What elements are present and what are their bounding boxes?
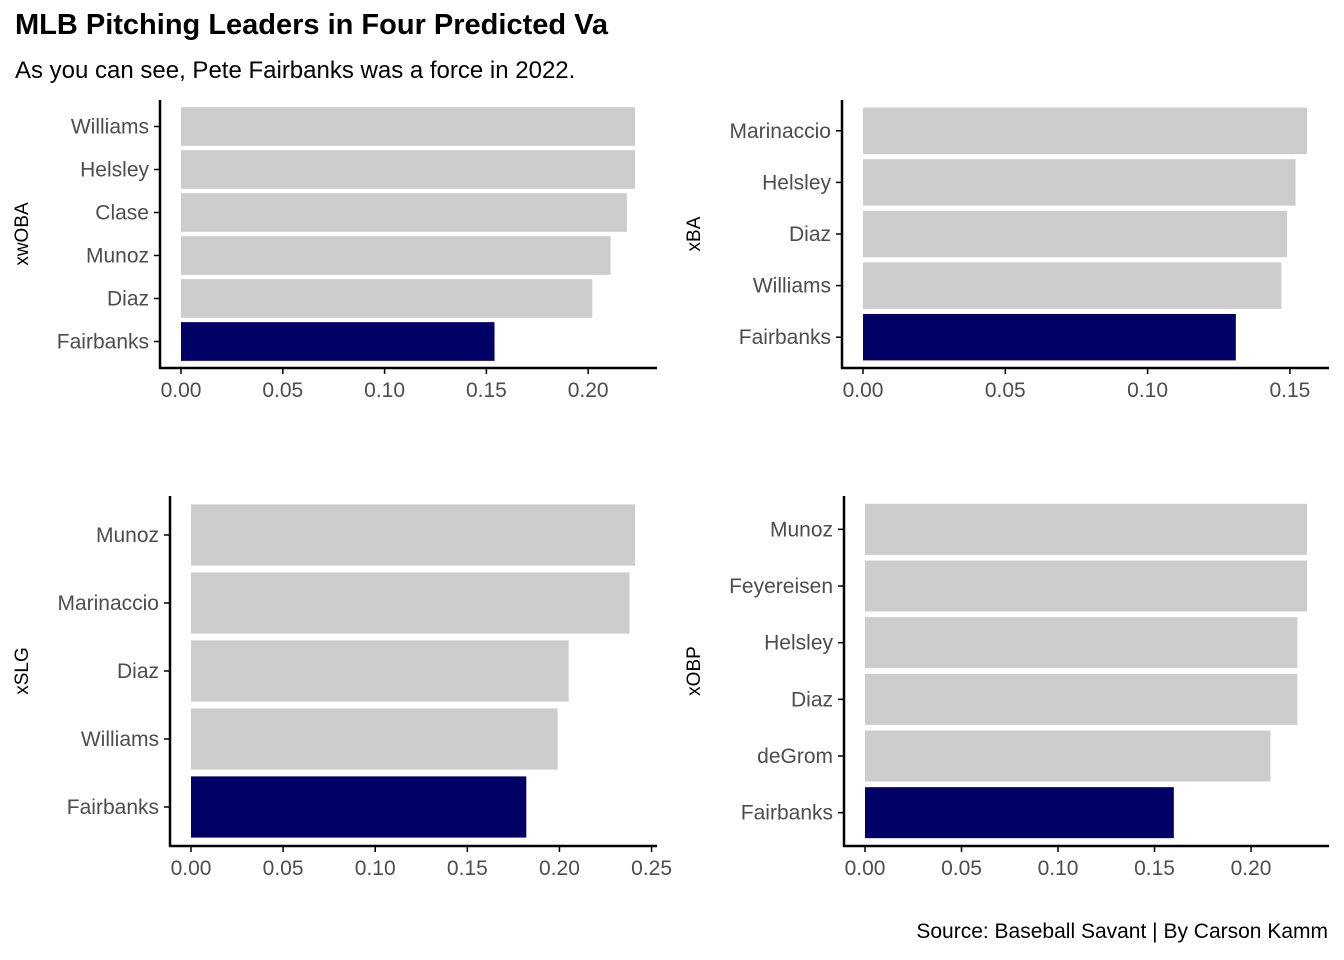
x-tick-label: 0.00: [171, 857, 212, 880]
bar-marinaccio: [191, 572, 630, 634]
y-tick-label: Fairbanks: [67, 796, 159, 819]
y-tick-label: Marinaccio: [57, 592, 159, 615]
y-axis-title: xBA: [684, 216, 705, 251]
x-tick-label: 0.00: [843, 379, 884, 402]
bar-williams: [181, 107, 635, 146]
y-tick-label: Munoz: [770, 518, 833, 541]
x-tick-label: 0.20: [568, 379, 609, 402]
x-tick-label: 0.15: [1269, 379, 1310, 402]
bar-fairbanks: [865, 787, 1174, 839]
bar-fairbanks: [863, 313, 1236, 361]
x-tick-label: 0.15: [447, 857, 488, 880]
bar-clase: [181, 193, 627, 232]
bar-diaz: [865, 673, 1298, 725]
x-tick-label: 0.20: [539, 857, 580, 880]
y-tick-label: Helsley: [80, 159, 149, 182]
y-tick-label: Marinaccio: [729, 120, 831, 143]
y-tick-label: Diaz: [789, 223, 831, 246]
chart-caption: Source: Baseball Savant | By Carson Kamm: [916, 920, 1328, 943]
x-tick-label: 0.10: [364, 379, 405, 402]
y-tick-label: Diaz: [791, 688, 833, 711]
x-tick-label: 0.10: [355, 857, 396, 880]
x-tick-label: 0.00: [161, 379, 202, 402]
y-tick-label: Fairbanks: [741, 802, 833, 825]
bar-marinaccio: [863, 107, 1307, 155]
bar-williams: [863, 262, 1282, 309]
y-tick-label: Munoz: [86, 245, 149, 268]
x-tick-label: 0.20: [1231, 857, 1272, 880]
y-tick-label: Helsley: [762, 171, 831, 194]
x-tick-label: 0.05: [263, 857, 304, 880]
bar-degrom: [865, 730, 1271, 782]
y-tick-label: Fairbanks: [739, 326, 831, 349]
bar-diaz: [191, 640, 569, 702]
y-axis-title: xOBP: [684, 646, 705, 696]
y-tick-label: Clase: [95, 202, 149, 225]
y-tick-label: Munoz: [96, 524, 159, 547]
x-tick-label: 0.10: [1038, 857, 1079, 880]
y-tick-label: Williams: [81, 728, 159, 751]
x-tick-label: 0.05: [985, 379, 1026, 402]
x-tick-label: 0.15: [1134, 857, 1175, 880]
x-tick-label: 0.25: [631, 857, 672, 880]
bar-diaz: [181, 279, 593, 318]
y-tick-label: Diaz: [107, 288, 149, 311]
bar-munoz: [865, 503, 1307, 555]
y-tick-label: Diaz: [117, 660, 159, 683]
y-tick-label: deGrom: [757, 745, 833, 768]
chart-subtitle: As you can see, Pete Fairbanks was a for…: [15, 57, 576, 84]
y-tick-label: Fairbanks: [57, 331, 149, 354]
y-axis-title: xwOBA: [12, 202, 33, 266]
y-tick-label: Feyereisen: [729, 575, 833, 598]
x-tick-label: 0.05: [262, 379, 303, 402]
y-tick-label: Williams: [753, 275, 831, 298]
bar-fairbanks: [191, 776, 527, 838]
bar-helsley: [863, 159, 1296, 206]
bar-williams: [191, 708, 558, 770]
chart-title: MLB Pitching Leaders in Four Predicted V…: [15, 9, 608, 41]
bar-feyereisen: [865, 560, 1307, 612]
y-tick-label: Helsley: [764, 632, 833, 655]
bar-munoz: [181, 236, 611, 275]
x-tick-label: 0.10: [1127, 379, 1168, 402]
y-axis-title: xSLG: [12, 647, 33, 695]
bar-fairbanks: [181, 322, 495, 361]
x-tick-label: 0.00: [845, 857, 886, 880]
x-tick-label: 0.05: [941, 857, 982, 880]
x-tick-label: 0.15: [466, 379, 507, 402]
bar-helsley: [181, 150, 635, 189]
y-tick-label: Williams: [71, 116, 149, 139]
bar-munoz: [191, 504, 635, 566]
bar-helsley: [865, 617, 1298, 669]
bar-diaz: [863, 210, 1288, 258]
